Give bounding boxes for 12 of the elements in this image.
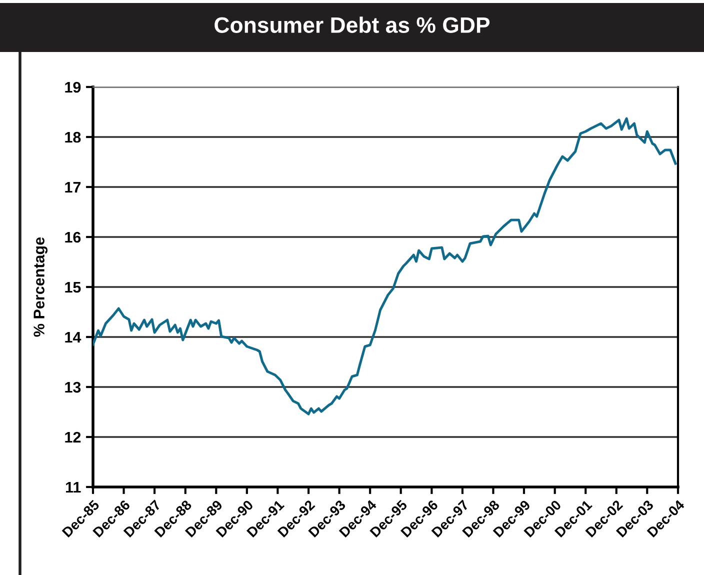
y-tick-label: 15 bbox=[65, 282, 81, 293]
chart-title: Consumer Debt as % GDP bbox=[214, 16, 490, 33]
y-tick-label: 12 bbox=[65, 432, 81, 443]
y-axis-title: % Percentage bbox=[34, 237, 48, 337]
y-tick-label: 14 bbox=[65, 332, 82, 343]
y-tick-label: 11 bbox=[66, 482, 81, 493]
y-tick-label: 16 bbox=[65, 232, 81, 243]
y-tick-label: 19 bbox=[65, 82, 81, 93]
line-series bbox=[93, 117, 677, 416]
y-tick-label: 17 bbox=[65, 182, 81, 193]
y-tick-label: 18 bbox=[65, 132, 81, 143]
y-tick-label: 13 bbox=[65, 382, 81, 393]
